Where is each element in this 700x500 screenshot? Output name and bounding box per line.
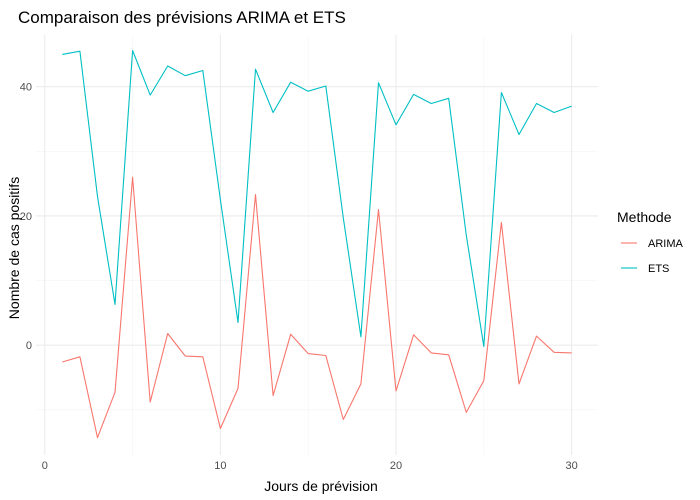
legend-label-arima: ARIMA xyxy=(648,238,684,250)
axis-ticks: 0 20 40 0 10 20 30 xyxy=(20,82,578,472)
plot-series xyxy=(62,49,572,439)
y-tick-label: 40 xyxy=(20,82,32,94)
x-tick-label: 20 xyxy=(390,460,402,472)
legend: Methode ARIMA ETS xyxy=(617,209,684,275)
plot-grid xyxy=(36,35,598,455)
chart-title: Comparaison des prévisions ARIMA et ETS xyxy=(18,8,346,27)
x-axis-title: Jours de prévision xyxy=(264,478,378,494)
legend-label-ets: ETS xyxy=(648,263,669,275)
x-tick-label: 10 xyxy=(214,460,226,472)
series-line-arima xyxy=(62,176,572,439)
y-tick-label: 20 xyxy=(20,211,32,223)
x-tick-label: 30 xyxy=(566,460,578,472)
x-tick-label: 0 xyxy=(42,460,48,472)
y-tick-label: 0 xyxy=(26,340,32,352)
y-axis-title: Nombre de cas positifs xyxy=(6,177,22,319)
legend-title: Methode xyxy=(617,209,672,225)
series-line-ets xyxy=(62,49,572,347)
